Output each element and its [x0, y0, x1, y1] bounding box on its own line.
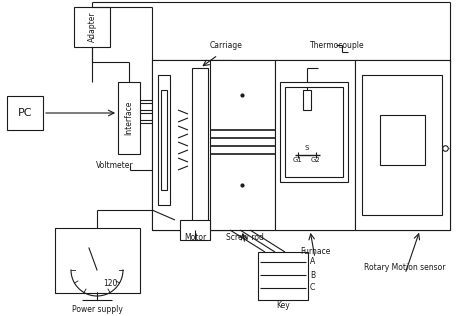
Text: Thermocouple: Thermocouple [310, 40, 365, 50]
Text: Key: Key [276, 301, 290, 309]
Bar [362, 75, 442, 215]
Text: C: C [310, 283, 315, 293]
Bar [118, 82, 140, 154]
Bar [380, 115, 425, 165]
Text: Screw rod: Screw rod [226, 234, 264, 242]
Bar [258, 252, 308, 300]
Text: PC: PC [18, 108, 32, 118]
Text: G2: G2 [311, 157, 321, 163]
Bar [285, 87, 343, 177]
Text: 120: 120 [103, 279, 117, 289]
Bar [55, 228, 140, 293]
Text: B: B [310, 270, 315, 279]
Bar [152, 60, 232, 230]
Bar [180, 220, 210, 240]
Bar [280, 82, 348, 182]
Text: Rotary Motion sensor: Rotary Motion sensor [364, 264, 446, 272]
Text: A: A [310, 258, 315, 266]
Text: Carriage: Carriage [210, 40, 243, 50]
Bar [192, 68, 208, 222]
Text: Power supply: Power supply [72, 306, 122, 314]
Bar [158, 75, 170, 205]
Bar [161, 90, 167, 190]
Bar [74, 7, 110, 47]
Bar [355, 60, 450, 230]
Text: Voltmeter: Voltmeter [96, 161, 134, 169]
Text: Furnace: Furnace [300, 247, 330, 257]
Text: Motor: Motor [184, 234, 206, 242]
Bar [152, 60, 450, 230]
Bar [210, 60, 275, 230]
Text: Adapter: Adapter [88, 12, 97, 42]
Bar [7, 96, 43, 130]
Text: S: S [305, 145, 309, 151]
Text: Interface: Interface [125, 101, 134, 135]
Text: G1: G1 [293, 157, 303, 163]
Bar [275, 60, 355, 230]
Bar [303, 90, 311, 110]
